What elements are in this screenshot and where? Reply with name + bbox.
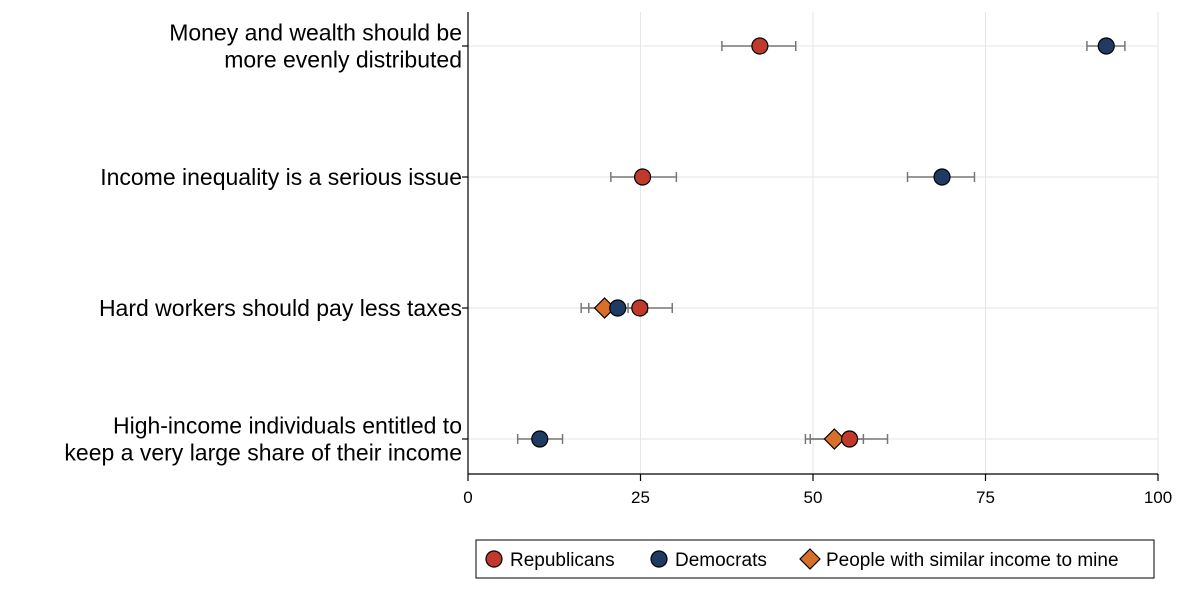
x-tick-label: 50 — [804, 488, 823, 507]
point-democrats — [531, 430, 549, 448]
category-label: High-income individuals entitled to — [113, 413, 462, 439]
legend-marker — [485, 550, 503, 568]
category-label: more evenly distributed — [224, 47, 462, 73]
point-democrats — [933, 168, 951, 186]
point-democrats — [1097, 37, 1115, 55]
x-tick-label: 100 — [1144, 488, 1172, 507]
legend-label: Republicans — [510, 550, 615, 571]
x-tick-label: 75 — [976, 488, 995, 507]
category-label: Hard workers should pay less taxes — [99, 295, 462, 321]
legend-marker — [799, 548, 821, 570]
category-label: Money and wealth should be — [169, 20, 462, 46]
legend-marker — [650, 550, 668, 568]
x-tick-label: 25 — [631, 488, 650, 507]
point-republicans — [840, 430, 859, 448]
category-label: Income inequality is a serious issue — [100, 164, 462, 190]
point-republicans — [751, 37, 769, 55]
legend-label: People with similar income to mine — [826, 550, 1119, 571]
point-republicans — [631, 299, 649, 317]
point-people-with-similar-income-to-mine — [823, 428, 846, 450]
legend-label: Democrats — [675, 550, 767, 571]
category-label: keep a very large share of their income — [64, 440, 462, 466]
x-tick-label: 0 — [463, 488, 472, 507]
point-republicans — [633, 168, 652, 186]
point-democrats — [609, 299, 627, 317]
